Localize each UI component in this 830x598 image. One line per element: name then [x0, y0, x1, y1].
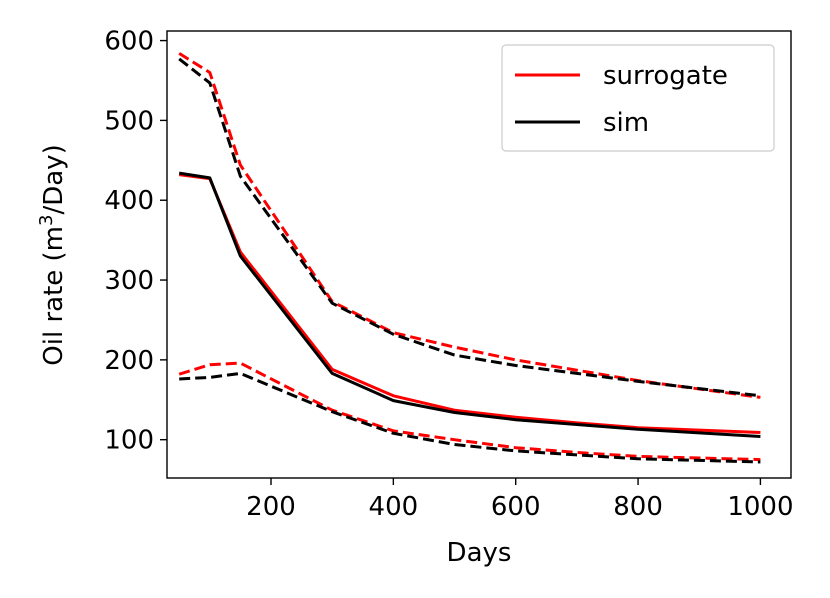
y-tick-label: 100 [104, 426, 154, 456]
x-tick-label: 400 [369, 492, 419, 522]
x-tick-label: 800 [613, 492, 663, 522]
series-lines [178, 52, 761, 464]
y-tick-label: 300 [104, 266, 154, 296]
x-tick-label: 600 [491, 492, 541, 522]
y-tick-label: 600 [104, 27, 154, 57]
legend-box [501, 44, 775, 152]
series-line-surrogate-lower [178, 361, 761, 462]
y-axis-label-prefix: Oil rate (m [39, 226, 69, 366]
y-tick-label: 500 [104, 106, 154, 136]
x-tick-label: 1000 [727, 492, 793, 522]
y-axis-label-suffix: /Day) [39, 144, 69, 214]
series-line-sim-median [178, 171, 761, 438]
y-tick-label: 200 [104, 346, 154, 376]
x-axis: 200 400 600 800 1000 [246, 478, 793, 522]
series-line-sim-lower [179, 371, 761, 464]
legend-label-sim: sim [603, 108, 649, 138]
y-axis-label-superscript: 3 [36, 215, 57, 226]
y-tick-label: 400 [104, 186, 154, 216]
x-axis-label: Days [447, 538, 512, 568]
x-tick-label: 200 [246, 492, 296, 522]
series-line-sim-upper [178, 57, 761, 398]
legend-label-surrogate: surrogate [603, 61, 728, 91]
legend: surrogate sim [501, 44, 775, 152]
series-line-surrogate-upper [178, 52, 761, 399]
y-axis: 100 200 300 400 500 600 [104, 27, 167, 456]
plot-frame [166, 30, 792, 479]
y-axis-label: Oil rate (m3/Day) [36, 144, 69, 365]
